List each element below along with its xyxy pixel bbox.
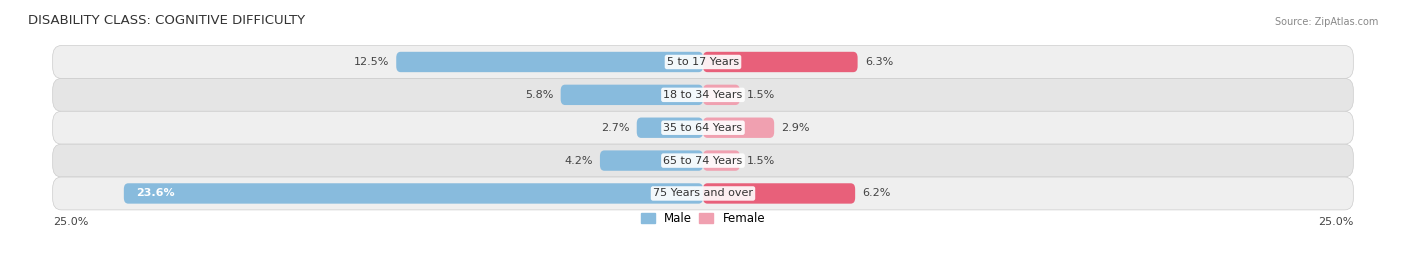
FancyBboxPatch shape <box>600 150 703 171</box>
Text: 4.2%: 4.2% <box>564 156 592 166</box>
Text: DISABILITY CLASS: COGNITIVE DIFFICULTY: DISABILITY CLASS: COGNITIVE DIFFICULTY <box>28 15 305 28</box>
FancyBboxPatch shape <box>52 46 1354 78</box>
FancyBboxPatch shape <box>52 111 1354 144</box>
Text: 75 Years and over: 75 Years and over <box>652 188 754 198</box>
Text: Source: ZipAtlas.com: Source: ZipAtlas.com <box>1274 18 1378 28</box>
FancyBboxPatch shape <box>396 52 703 72</box>
FancyBboxPatch shape <box>52 78 1354 111</box>
FancyBboxPatch shape <box>52 144 1354 177</box>
Text: 65 to 74 Years: 65 to 74 Years <box>664 156 742 166</box>
FancyBboxPatch shape <box>52 177 1354 210</box>
FancyBboxPatch shape <box>703 52 858 72</box>
FancyBboxPatch shape <box>637 117 703 138</box>
Text: 1.5%: 1.5% <box>747 90 776 100</box>
FancyBboxPatch shape <box>561 85 703 105</box>
Text: 23.6%: 23.6% <box>136 188 174 198</box>
Text: 2.9%: 2.9% <box>782 123 810 133</box>
Legend: Male, Female: Male, Female <box>641 212 765 225</box>
FancyBboxPatch shape <box>703 117 775 138</box>
Text: 18 to 34 Years: 18 to 34 Years <box>664 90 742 100</box>
FancyBboxPatch shape <box>703 150 740 171</box>
Text: 1.5%: 1.5% <box>747 156 776 166</box>
Text: 6.3%: 6.3% <box>865 57 893 67</box>
Text: 35 to 64 Years: 35 to 64 Years <box>664 123 742 133</box>
FancyBboxPatch shape <box>124 183 703 204</box>
Text: 25.0%: 25.0% <box>52 217 89 227</box>
Text: 6.2%: 6.2% <box>862 188 891 198</box>
Text: 2.7%: 2.7% <box>600 123 630 133</box>
FancyBboxPatch shape <box>703 183 855 204</box>
Text: 25.0%: 25.0% <box>1317 217 1354 227</box>
Text: 5.8%: 5.8% <box>524 90 554 100</box>
Text: 12.5%: 12.5% <box>353 57 389 67</box>
FancyBboxPatch shape <box>703 85 740 105</box>
Text: 5 to 17 Years: 5 to 17 Years <box>666 57 740 67</box>
